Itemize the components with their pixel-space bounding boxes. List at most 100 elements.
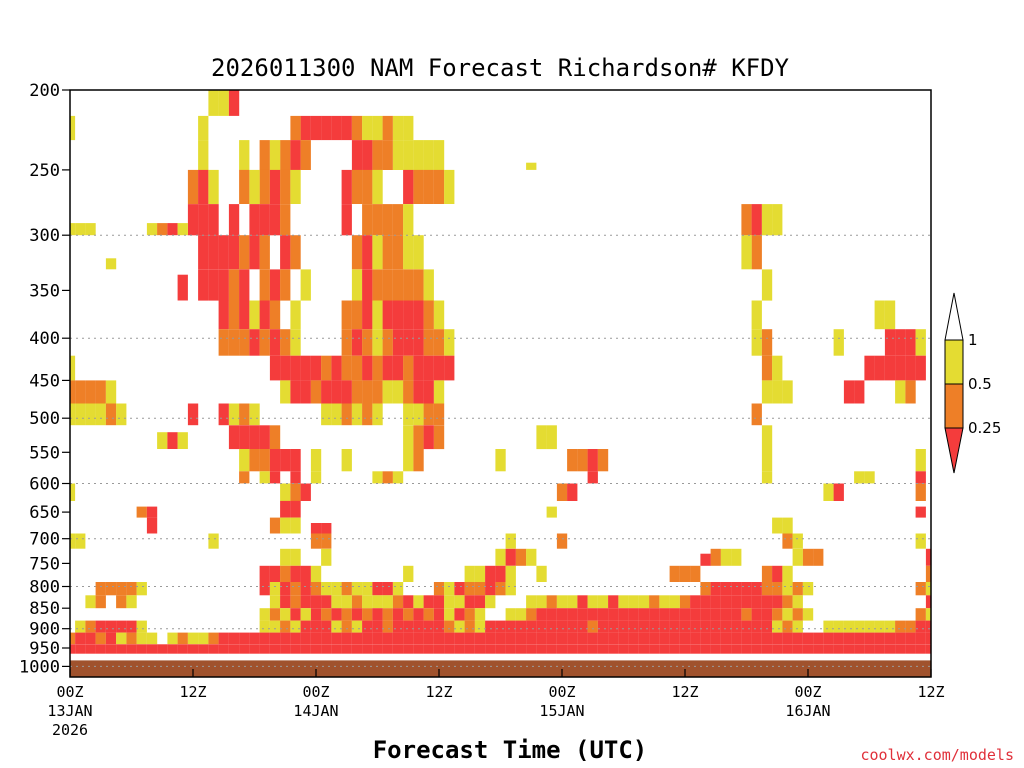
heatmap-cell <box>372 140 383 170</box>
heatmap-cell <box>372 115 383 141</box>
heatmap-cell <box>833 644 844 654</box>
heatmap-cell <box>925 548 931 566</box>
heatmap-cell <box>659 644 670 654</box>
heatmap-cell <box>228 235 240 270</box>
heatmap-cell <box>239 329 250 356</box>
heatmap-cell <box>710 608 721 621</box>
heatmap-cell <box>413 300 424 330</box>
heatmap-cell <box>905 644 916 654</box>
heatmap-cell <box>854 471 865 484</box>
heatmap-cell <box>177 274 188 301</box>
heatmap-cell <box>720 595 732 609</box>
heatmap-cell <box>259 425 270 450</box>
heatmap-cell <box>618 632 629 645</box>
heatmap-cell <box>526 632 537 645</box>
heatmap-cell <box>567 608 578 621</box>
heatmap-cell <box>310 632 322 645</box>
heatmap-cell <box>915 471 926 484</box>
x-tick-label: 2026 <box>52 721 88 739</box>
heatmap-cell <box>331 608 342 621</box>
heatmap-cell <box>372 582 383 596</box>
heatmap-cell <box>454 608 465 621</box>
heatmap-cell <box>341 595 352 609</box>
heatmap-cell <box>546 632 557 645</box>
heatmap-cell <box>70 115 76 141</box>
heatmap-cell <box>782 644 793 654</box>
heatmap-cell <box>382 471 393 484</box>
heatmap-cell <box>290 517 301 534</box>
heatmap-cell <box>444 355 455 381</box>
heatmap-cell <box>300 582 311 596</box>
heatmap-cell <box>269 620 281 633</box>
heatmap-cell <box>95 632 106 645</box>
heatmap-cell <box>761 620 773 633</box>
heatmap-cell <box>269 644 281 654</box>
heatmap-cell <box>474 608 486 621</box>
y-tick-label: 1000 <box>19 657 60 677</box>
heatmap-cell <box>915 355 926 381</box>
heatmap-cell <box>577 644 588 654</box>
heatmap-cell <box>669 644 680 654</box>
heatmap-cell <box>423 329 434 356</box>
heatmap-cell <box>372 595 383 609</box>
heatmap-cell <box>679 644 691 654</box>
heatmap-cell <box>710 595 721 609</box>
heatmap-cell <box>290 115 301 141</box>
heatmap-cell <box>874 644 885 654</box>
heatmap-cell <box>536 608 547 621</box>
heatmap-cell <box>751 300 762 330</box>
heatmap-cell <box>505 582 516 596</box>
heatmap-cell <box>95 403 106 426</box>
heatmap-cell <box>485 582 496 596</box>
heatmap-cell <box>280 548 291 566</box>
heatmap-cell <box>392 235 404 270</box>
heatmap-cell <box>362 595 373 609</box>
heatmap-cell <box>464 582 475 596</box>
heatmap-cell <box>905 380 916 404</box>
heatmap-cell <box>95 380 106 404</box>
heatmap-cell <box>546 620 557 633</box>
heatmap-cell <box>567 644 578 654</box>
heatmap-cell <box>85 644 96 654</box>
heatmap-cell <box>433 380 445 404</box>
heatmap-cell <box>751 582 762 596</box>
heatmap-cell <box>249 403 260 426</box>
heatmap-cell <box>515 548 527 566</box>
heatmap-cell <box>792 548 803 566</box>
heatmap-cell <box>505 533 516 549</box>
heatmap-cell <box>587 632 598 645</box>
heatmap-cell <box>403 644 414 654</box>
heatmap-cell <box>423 300 434 330</box>
heatmap-cell <box>259 565 270 582</box>
heatmap-cell <box>331 355 342 381</box>
heatmap-cell <box>413 632 424 645</box>
heatmap-cell <box>382 608 393 621</box>
heatmap-cell <box>710 582 721 596</box>
heatmap-cell <box>464 608 475 621</box>
heatmap-cell <box>464 565 475 582</box>
heatmap-cell <box>187 632 199 645</box>
heatmap-cell <box>474 632 486 645</box>
heatmap-cell <box>741 582 752 596</box>
heatmap-cell <box>485 565 496 582</box>
heatmap-cell <box>290 632 301 645</box>
heatmap-cell <box>761 380 773 404</box>
heatmap-cell <box>259 169 270 204</box>
heatmap-cell <box>638 608 650 621</box>
heatmap-cell <box>895 620 906 633</box>
heatmap-cell <box>321 403 332 426</box>
heatmap-cell <box>915 632 926 645</box>
heatmap-cell <box>280 565 291 582</box>
heatmap-cell <box>372 471 383 484</box>
heatmap-cell <box>382 632 393 645</box>
heatmap-cell <box>741 620 752 633</box>
y-tick-label: 600 <box>29 475 60 495</box>
heatmap-cell <box>300 595 311 609</box>
heatmap-cell <box>146 223 158 236</box>
heatmap-cell <box>813 548 824 566</box>
heatmap-cell <box>577 632 588 645</box>
heatmap-cell <box>239 449 250 472</box>
heatmap-cell <box>782 582 793 596</box>
heatmap-cell <box>105 620 117 633</box>
heatmap-cell <box>341 582 352 596</box>
